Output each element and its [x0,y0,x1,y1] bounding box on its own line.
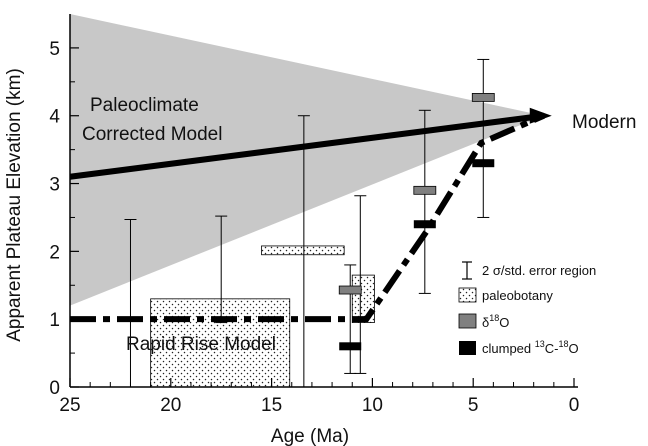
d18o-marker-0 [338,285,362,295]
legend-box [455,256,640,373]
y-tick-label: 2 [49,242,60,263]
legend: 2 σ/std. error region paleobotany δ18O c… [455,256,640,373]
error-bar-2 [297,115,310,387]
uncertainty-wedge [70,14,544,306]
error-bar-6 [477,58,490,218]
x-tick-label: 10 [362,395,383,416]
rapid-rise-model-line [70,112,545,323]
x-tick-label: 5 [468,395,479,416]
error-bar-5 [418,109,431,294]
legend-label-errorbar: 2 σ/std. error region [482,263,596,278]
legend-item-paleobotany: paleobotany [458,287,553,303]
paleoclimate-label-line1: Paleoclimate [90,95,199,116]
error-bar-0 [124,218,137,387]
x-axis-label: Age (Ma) [271,426,349,446]
paleoclimate-label-line2: Corrected Model [82,124,222,145]
clumped-marker-1 [413,220,436,229]
y-tick-label: 5 [49,39,60,60]
modern-arrowhead [529,107,552,124]
y-axis-label: Apparent Plateau Elevation (km) [4,68,25,342]
legend-item-errorbar: 2 σ/std. error region [462,261,596,280]
x-tick-label: 0 [569,395,580,416]
y-tick-label: 1 [49,310,60,331]
legend-label-d18o: δ18O [482,313,509,330]
paleobotany-box-1 [261,245,345,256]
clumped-marker-0 [339,342,362,351]
x-tick-label: 15 [261,395,282,416]
d18o-marker-1 [413,185,437,195]
clumped-marker-2 [472,159,495,168]
legend-item-clumped: clumped 13C-18O [459,339,579,356]
plot-area [69,14,552,388]
modern-label: Modern [572,112,636,133]
error-bar-1 [215,215,228,324]
y-tick-label: 0 [49,378,60,399]
paleoclimate-model-line [69,112,545,180]
x-tick-label: 20 [160,395,181,416]
legend-item-d18o: δ18O [458,313,509,330]
legend-label-clumped: clumped 13C-18O [482,339,579,356]
x-tick-label: 25 [59,395,80,416]
y-tick-label: 3 [49,175,60,196]
legend-label-paleobotany: paleobotany [482,288,553,303]
d18o-marker-2 [471,93,495,102]
error-bar-3 [344,264,357,374]
y-tick-label: 4 [49,107,60,128]
rapid-rise-label: Rapid Rise Model [126,334,276,355]
axes: 0 1 2 3 4 5 25 20 15 10 5 0 [49,14,579,416]
